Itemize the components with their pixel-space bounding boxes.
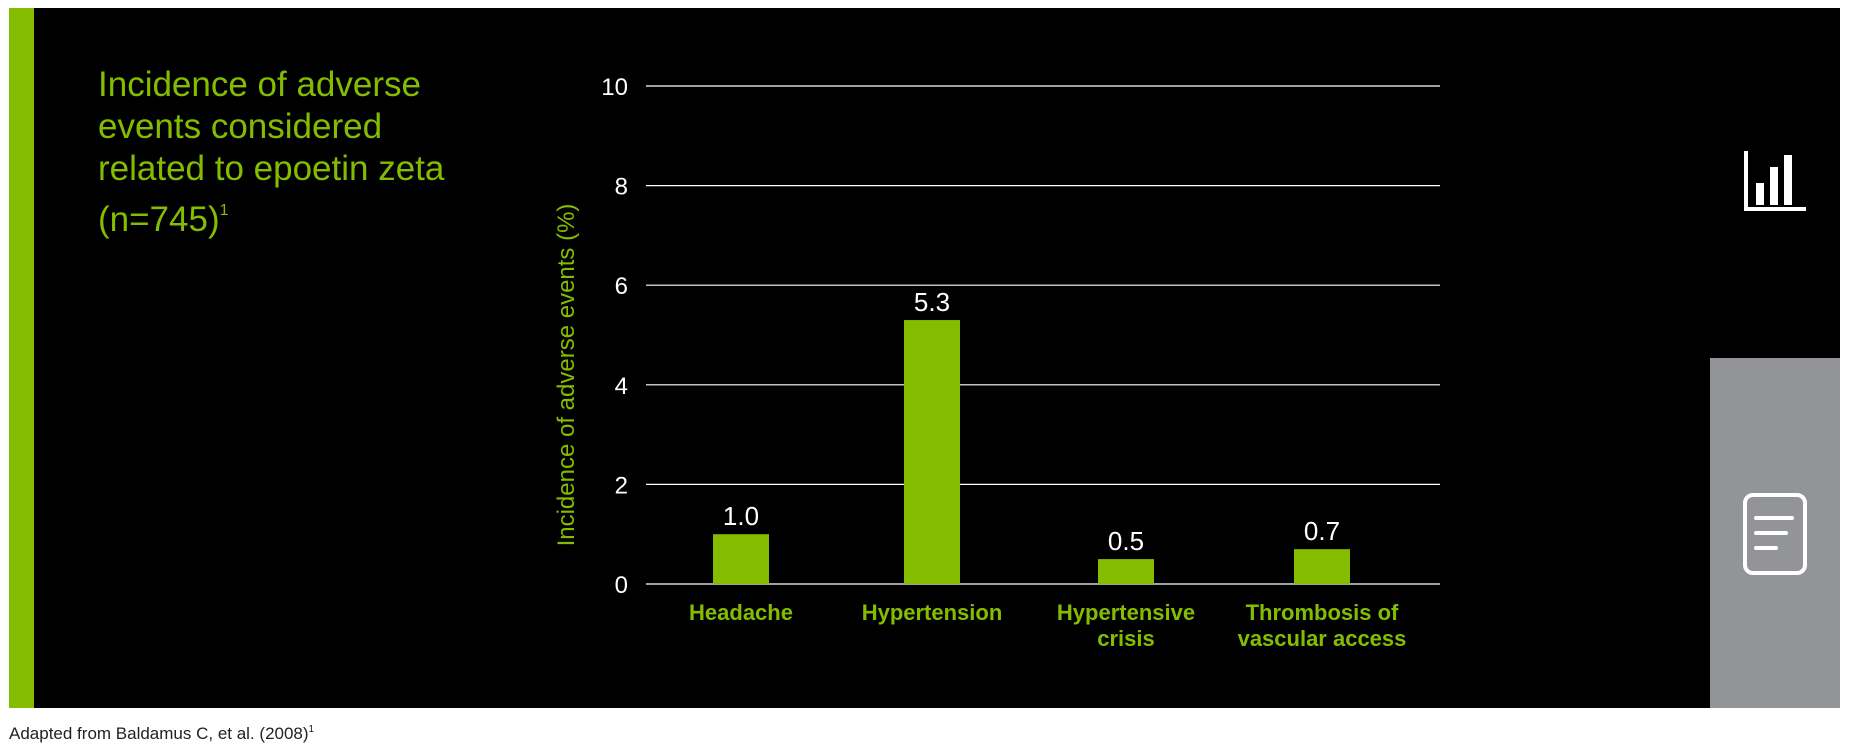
bar-chart-icon	[1744, 151, 1806, 211]
bar-chart-button[interactable]	[1740, 145, 1810, 215]
bar	[1098, 559, 1154, 584]
data-label: 0.5	[1108, 526, 1144, 556]
x-tick-label: Hypertensive	[1057, 600, 1195, 625]
chart-title-text: Incidence of adverse events considered r…	[98, 65, 445, 239]
y-tick-label: 0	[615, 572, 628, 599]
data-label: 0.7	[1304, 516, 1340, 546]
accent-bar	[9, 8, 34, 708]
chart-title-reference: 1	[219, 202, 229, 219]
y-tick-label: 8	[615, 174, 628, 201]
bar-chart: 0 2 4 6 8 10 Incidence of adverse events (%) 1.…	[553, 74, 1440, 651]
source-citation: Adapted from Baldamus C, et al. (2008)1	[9, 724, 314, 744]
references-button[interactable]	[1740, 490, 1810, 575]
bar	[713, 534, 769, 584]
bar	[904, 320, 960, 584]
y-tick-label: 6	[615, 273, 628, 300]
x-tick-label: vascular access	[1238, 626, 1407, 651]
source-citation-reference: 1	[308, 724, 315, 735]
y-tick-label: 4	[615, 373, 628, 400]
x-tick-label: Headache	[689, 600, 793, 625]
document-icon	[1743, 493, 1807, 575]
x-tick-label: Thrombosis of	[1246, 600, 1399, 625]
y-tick-label: 10	[601, 74, 628, 101]
data-label: 5.3	[914, 287, 950, 317]
chart-title: Incidence of adverse events considered r…	[98, 64, 478, 241]
source-citation-text: Adapted from Baldamus C, et al. (2008)	[9, 724, 309, 743]
bar	[1294, 549, 1350, 584]
x-tick-label: crisis	[1097, 626, 1155, 651]
y-tick-label: 2	[615, 472, 628, 499]
x-tick-label: Hypertension	[862, 600, 1003, 625]
y-axis-label: Incidence of adverse events (%)	[553, 204, 580, 547]
data-label: 1.0	[723, 501, 759, 531]
